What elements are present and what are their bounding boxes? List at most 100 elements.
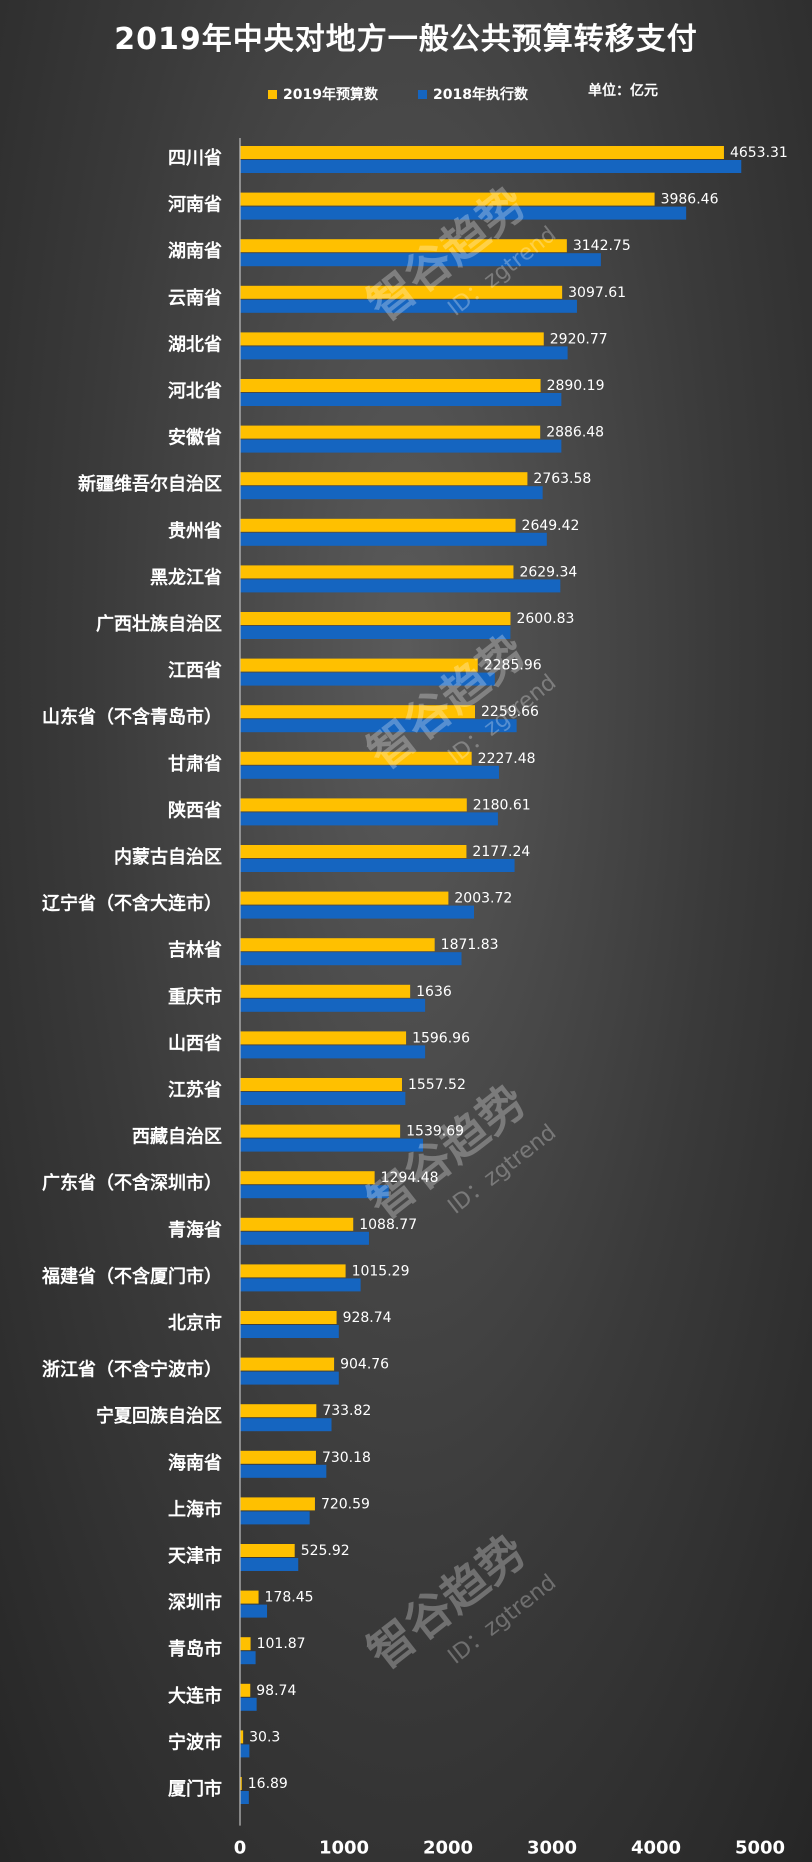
category-label: 黑龙江省 [150,566,222,588]
bar-2018 [240,1791,249,1804]
bar-2019 [240,984,411,998]
category-label: 广东省（不含深圳市） [42,1172,222,1194]
data-label-2019: 2600.83 [516,611,574,627]
category-label: 贵州省 [168,520,222,542]
bar-2019 [240,1450,316,1464]
data-label-2019: 1539.69 [406,1124,464,1140]
legend-swatch-2018 [418,89,427,99]
category-label: 浙江省（不含宁波市） [42,1359,222,1381]
category-label: 山东省（不含青岛市） [42,706,222,728]
data-label-2019: 1088.77 [359,1217,417,1233]
bar-2019 [240,1124,401,1138]
bar-2018 [240,579,561,593]
bar-2018 [240,532,547,546]
chart-title: 2019年中央对地方一般公共预算转移支付 [114,22,698,57]
data-label-2019: 2649.42 [522,518,580,534]
bar-2019 [240,1171,375,1185]
bar-2019 [240,565,514,579]
bar-2018 [240,812,498,826]
bar-2019 [240,845,467,858]
bar-2019 [240,379,541,392]
data-label-2019: 720.59 [321,1496,370,1512]
bar-2019 [240,705,476,719]
category-label: 深圳市 [168,1592,222,1614]
legend-swatch-2019 [268,89,277,99]
bar-2018 [240,1464,327,1478]
bar-2018 [240,1604,268,1618]
bar-2019 [240,1637,251,1651]
category-label: 安徽省 [168,427,222,449]
category-label: 山西省 [168,1032,222,1054]
bar-2019 [240,1217,354,1231]
data-label-2019: 1636 [416,984,452,1000]
bar-2018 [240,672,495,686]
bar-2018 [240,1185,389,1199]
bar-2018 [240,206,687,220]
category-label: 四川省 [168,147,222,169]
bar-2018 [240,1651,256,1665]
data-label-2019: 2003.72 [454,891,512,907]
data-label-2019: 3986.46 [661,192,719,208]
legend-item-2019: 2019年预算数 [268,84,378,104]
data-label-2019: 3097.61 [568,285,626,301]
data-label-2019: 1871.83 [441,937,499,953]
bar-2019 [240,285,563,299]
bar-2018 [240,1138,424,1152]
category-label: 厦门市 [168,1778,222,1800]
category-label: 甘肃省 [168,753,222,775]
category-label: 广西壮族自治区 [96,613,222,635]
category-label: 辽宁省（不含大连市） [42,893,222,915]
bar-2018 [240,393,562,406]
category-label: 河北省 [168,380,222,402]
data-label-2019: 904.76 [340,1357,389,1373]
bar-2018 [240,1697,257,1711]
bar-2019 [240,798,467,812]
data-label-2019: 2227.48 [478,751,536,767]
x-tick-label: 1000 [319,1838,369,1859]
category-label: 江西省 [168,660,222,682]
bar-2019 [240,1544,295,1557]
bar-2018 [240,859,515,872]
data-label-2019: 2763.58 [533,471,591,487]
bar-2018 [240,719,517,733]
bar-2019 [240,658,478,672]
bar-2018 [240,299,577,313]
bar-2019 [240,1078,402,1091]
category-label: 内蒙古自治区 [114,846,222,868]
bar-2019 [240,1683,251,1697]
bar-2018 [240,1511,310,1525]
category-label: 江苏省 [168,1079,222,1101]
bar-2018 [240,439,562,453]
data-label-2019: 2890.19 [547,378,605,394]
bar-2019 [240,751,472,765]
data-label-2019: 2886.48 [546,425,604,441]
category-label: 宁波市 [168,1731,222,1753]
bar-2018 [240,1744,250,1758]
bar-2019 [240,192,655,206]
bar-2018 [240,905,474,919]
bar-2018 [240,626,511,639]
category-label: 新疆维吾尔自治区 [78,473,222,495]
data-label-2019: 1015.29 [352,1263,410,1279]
data-label-2019: 16.89 [248,1776,288,1792]
bar-2018 [240,1045,426,1059]
category-label: 上海市 [168,1498,222,1520]
bar-2018 [240,160,742,173]
x-tick-label: 2000 [423,1838,473,1859]
bar-2019 [240,518,516,532]
bar-2018 [240,952,462,966]
category-label: 河南省 [168,194,222,216]
bar-2018 [240,1092,406,1105]
category-label: 青岛市 [168,1638,222,1660]
category-label: 吉林省 [168,939,222,961]
data-label-2019: 733.82 [322,1403,371,1419]
bar-2018 [240,765,499,779]
bar-2019 [240,425,541,439]
data-label-2019: 4653.31 [730,145,788,161]
data-label-2019: 2285.96 [484,658,542,674]
bar-2018 [240,1278,361,1292]
bar-2018 [240,1231,369,1245]
bar-2019 [240,239,567,253]
data-label-2019: 730.18 [322,1450,371,1466]
